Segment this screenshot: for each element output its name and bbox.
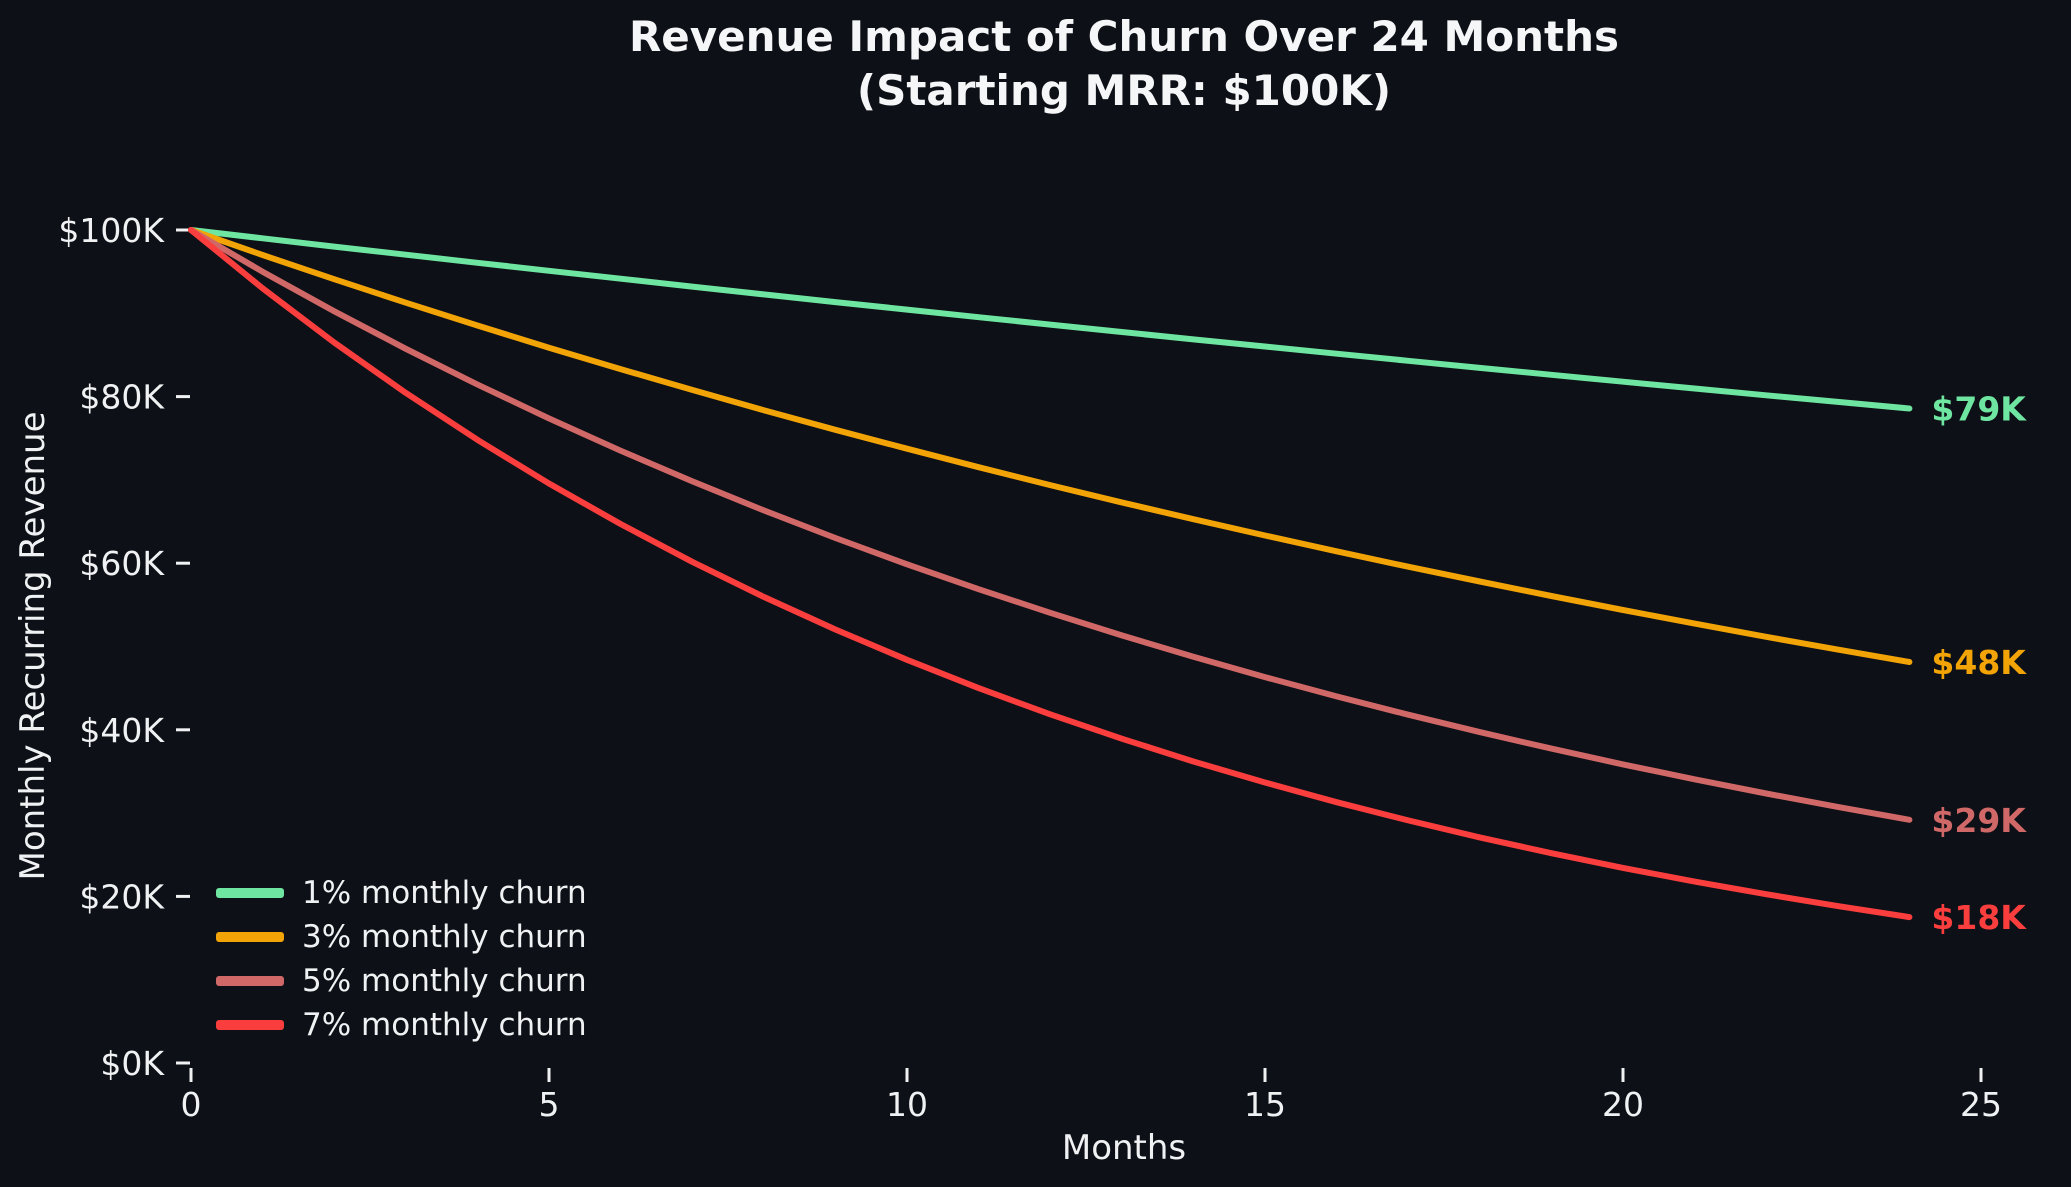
x-tick-label: 15: [1244, 1085, 1286, 1124]
chart-title-line2: (Starting MRR: $100K): [856, 66, 1392, 115]
x-tick-label: 5: [539, 1085, 560, 1124]
series-line-7pct: [188, 227, 1913, 921]
legend-label: 1% monthly churn: [302, 875, 587, 911]
series-end-label-5pct: $29K: [1931, 801, 2027, 840]
legend-label: 7% monthly churn: [302, 1007, 587, 1043]
legend-label: 3% monthly churn: [302, 919, 587, 955]
y-tick-label: $20K: [79, 877, 165, 916]
y-tick-label: $40K: [79, 711, 165, 750]
x-tick-label: 0: [181, 1085, 202, 1124]
chart-title: Revenue Impact of Churn Over 24 Months (…: [177, 10, 2071, 118]
series-line-1pct: [188, 227, 1913, 412]
chart-title-line1: Revenue Impact of Churn Over 24 Months: [628, 12, 1620, 61]
legend-label: 5% monthly churn: [302, 963, 587, 999]
series-end-label-3pct: $48K: [1931, 643, 2027, 682]
legend-swatch: [216, 888, 284, 898]
series-end-label-1pct: $79K: [1931, 390, 2027, 429]
legend-swatch: [216, 976, 284, 986]
x-axis-label: Months: [1061, 1128, 1187, 1168]
legend-item: 3% monthly churn: [216, 915, 587, 959]
series-line-5pct: [188, 227, 1913, 823]
y-tick-label: $60K: [79, 544, 165, 583]
x-tick-label: 25: [1960, 1085, 2002, 1124]
y-tick-label: $80K: [79, 378, 165, 417]
x-tick-label: 10: [886, 1085, 928, 1124]
legend: 1% monthly churn 3% monthly churn 5% month…: [216, 871, 587, 1047]
legend-swatch: [216, 1020, 284, 1030]
legend-item: 5% monthly churn: [216, 959, 587, 1003]
legend-swatch: [216, 932, 284, 942]
x-tick-label: 20: [1602, 1085, 1644, 1124]
y-tick-label: $0K: [100, 1044, 165, 1083]
legend-item: 1% monthly churn: [216, 871, 587, 915]
legend-item: 7% monthly churn: [216, 1003, 587, 1047]
y-tick-label: $100K: [58, 211, 165, 250]
series-line-3pct: [188, 227, 1913, 665]
series-end-label-7pct: $18K: [1931, 898, 2027, 937]
